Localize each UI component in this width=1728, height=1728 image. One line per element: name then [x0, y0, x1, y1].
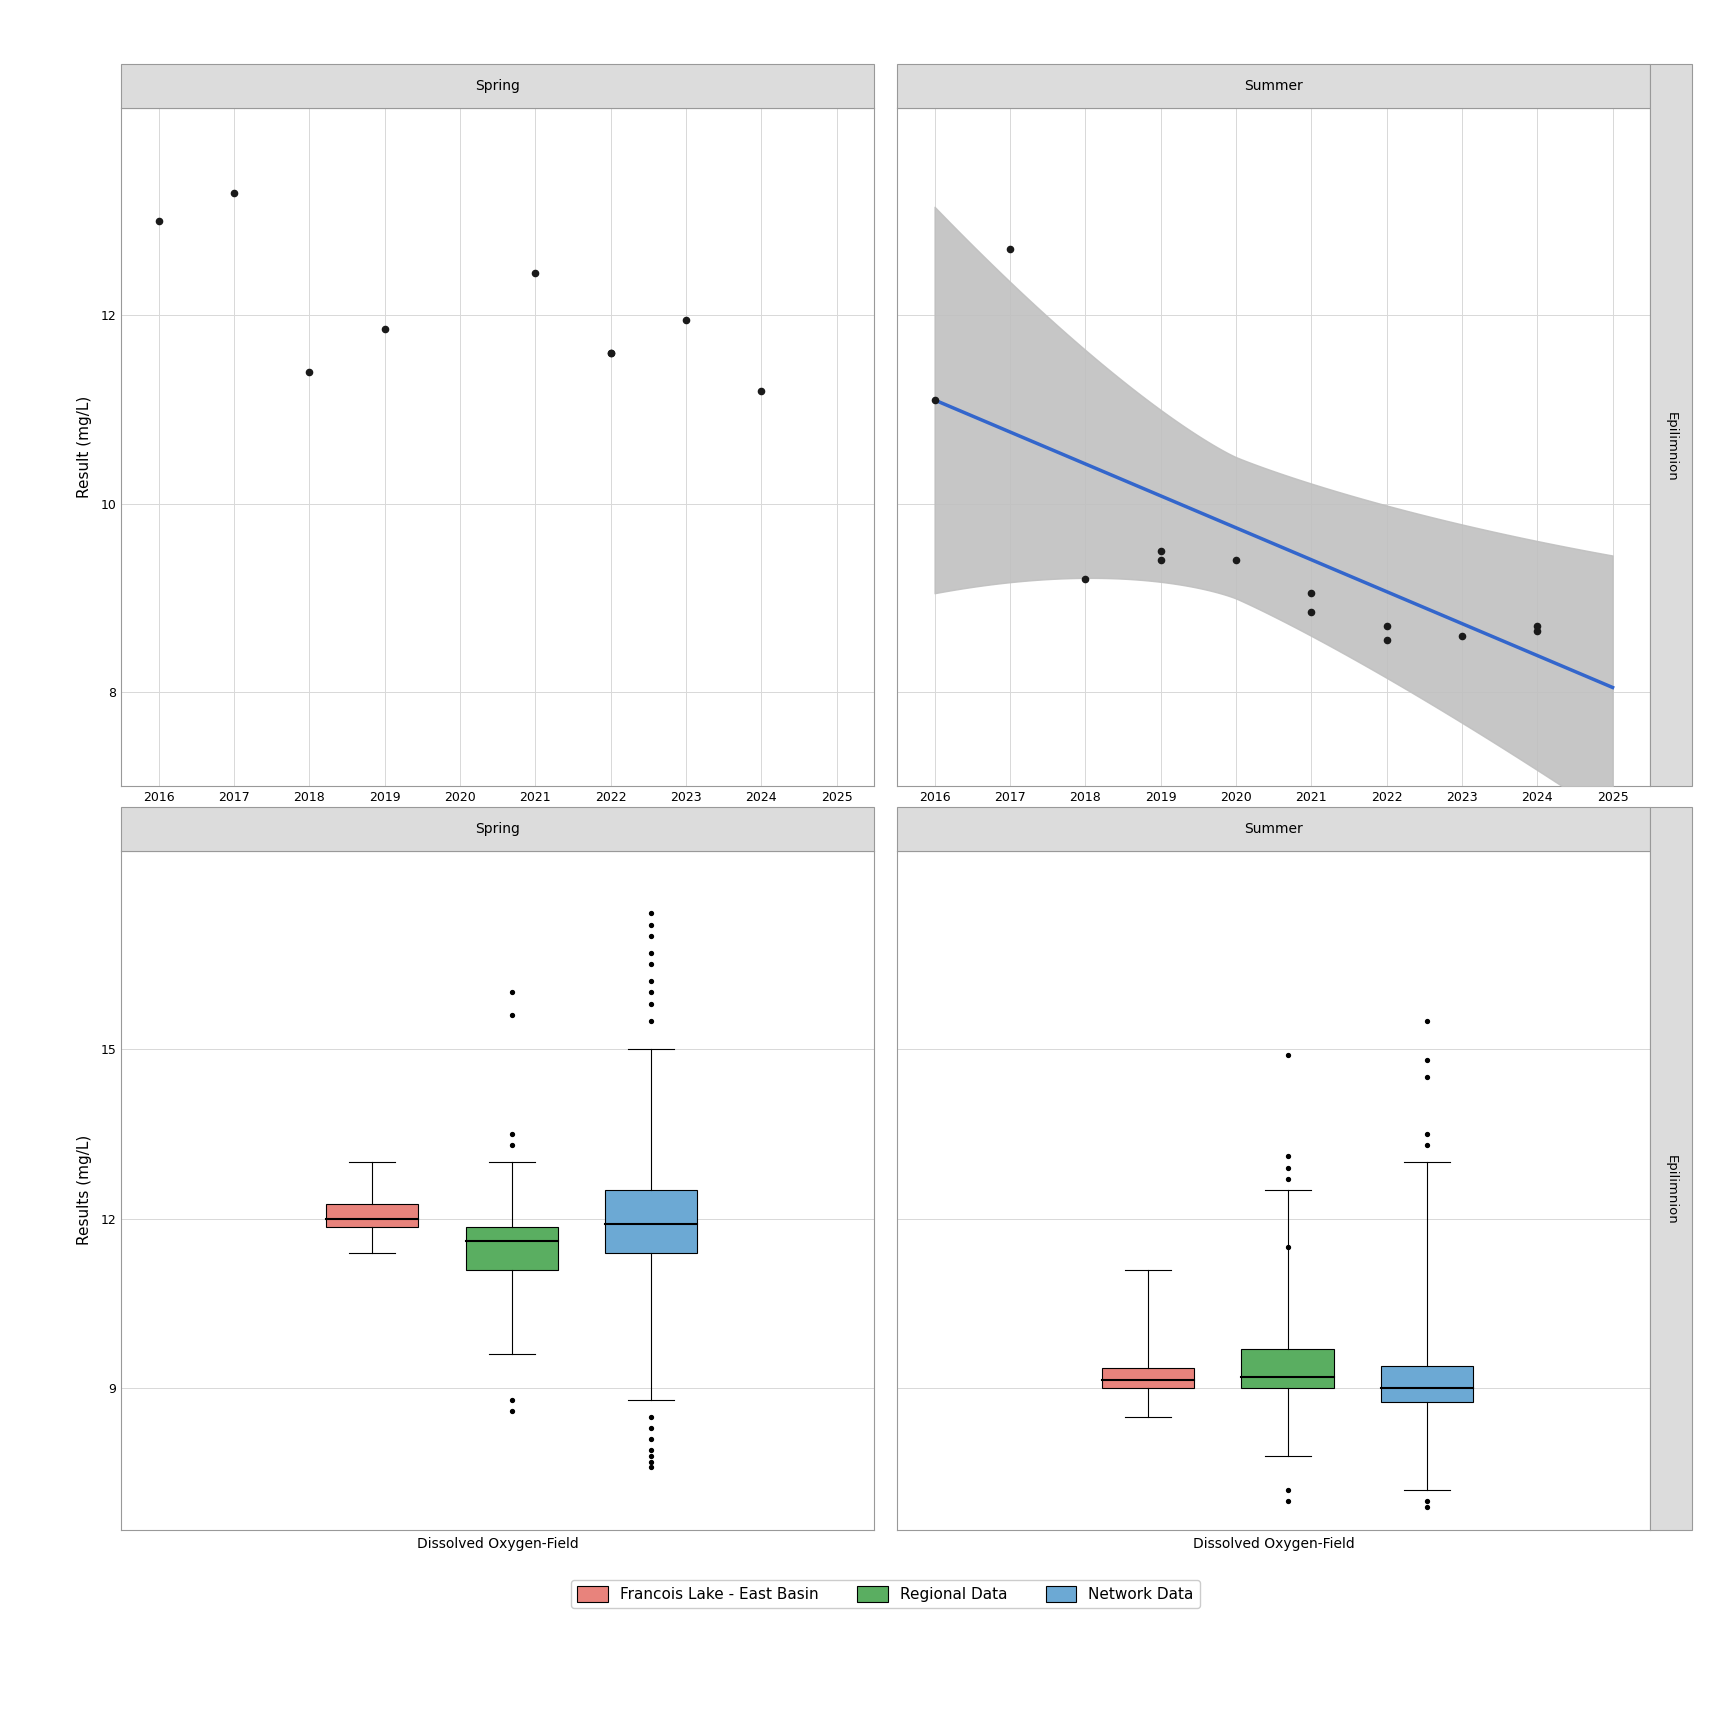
Point: [219, 178, 247, 206]
X-axis label: Dissolved Oxygen-Field: Dissolved Oxygen-Field: [416, 1536, 579, 1550]
Point: [596, 339, 624, 366]
Bar: [327, 1204, 418, 1227]
Point: [596, 339, 624, 366]
Point: [1147, 537, 1175, 565]
Y-axis label: Results (mg/L): Results (mg/L): [76, 1135, 92, 1246]
Point: [1222, 546, 1249, 574]
Point: [145, 207, 173, 235]
Point: [372, 316, 399, 344]
Text: Summer: Summer: [1244, 823, 1303, 836]
FancyBboxPatch shape: [897, 807, 1650, 850]
Point: [672, 306, 700, 334]
FancyBboxPatch shape: [1650, 807, 1692, 1529]
Point: [1298, 598, 1325, 626]
Y-axis label: Result (mg/L): Result (mg/L): [76, 396, 92, 498]
Point: [1372, 612, 1400, 639]
FancyBboxPatch shape: [121, 807, 874, 850]
Point: [1372, 627, 1400, 655]
Point: [921, 385, 949, 413]
Text: Spring: Spring: [475, 79, 520, 93]
Point: [295, 358, 323, 385]
Bar: [465, 1227, 558, 1270]
Point: [995, 235, 1023, 263]
Point: [748, 377, 776, 404]
Point: [1298, 579, 1325, 607]
Point: [1524, 612, 1552, 639]
Text: Dissolved Oxygen-Field: Dissolved Oxygen-Field: [121, 81, 397, 102]
Legend: Francois Lake - East Basin, Regional Data, Network Data: Francois Lake - East Basin, Regional Dat…: [572, 1579, 1199, 1609]
Text: Comparison with Network Data: Comparison with Network Data: [121, 824, 489, 845]
FancyBboxPatch shape: [121, 64, 874, 107]
Point: [1071, 565, 1099, 593]
Text: Epilimnion: Epilimnion: [1664, 1156, 1678, 1225]
Text: Spring: Spring: [475, 823, 520, 836]
X-axis label: Dissolved Oxygen-Field: Dissolved Oxygen-Field: [1192, 1536, 1355, 1550]
Bar: [1241, 1348, 1334, 1388]
Text: Summer: Summer: [1244, 79, 1303, 93]
FancyBboxPatch shape: [897, 64, 1650, 107]
Point: [1147, 546, 1175, 574]
FancyBboxPatch shape: [1650, 64, 1692, 786]
Point: [1524, 617, 1552, 645]
Bar: [605, 1191, 696, 1253]
Text: Epilimnion: Epilimnion: [1664, 413, 1678, 482]
Bar: [1381, 1365, 1472, 1403]
Point: [1448, 622, 1476, 650]
Point: [522, 259, 550, 287]
Bar: [1102, 1369, 1194, 1388]
